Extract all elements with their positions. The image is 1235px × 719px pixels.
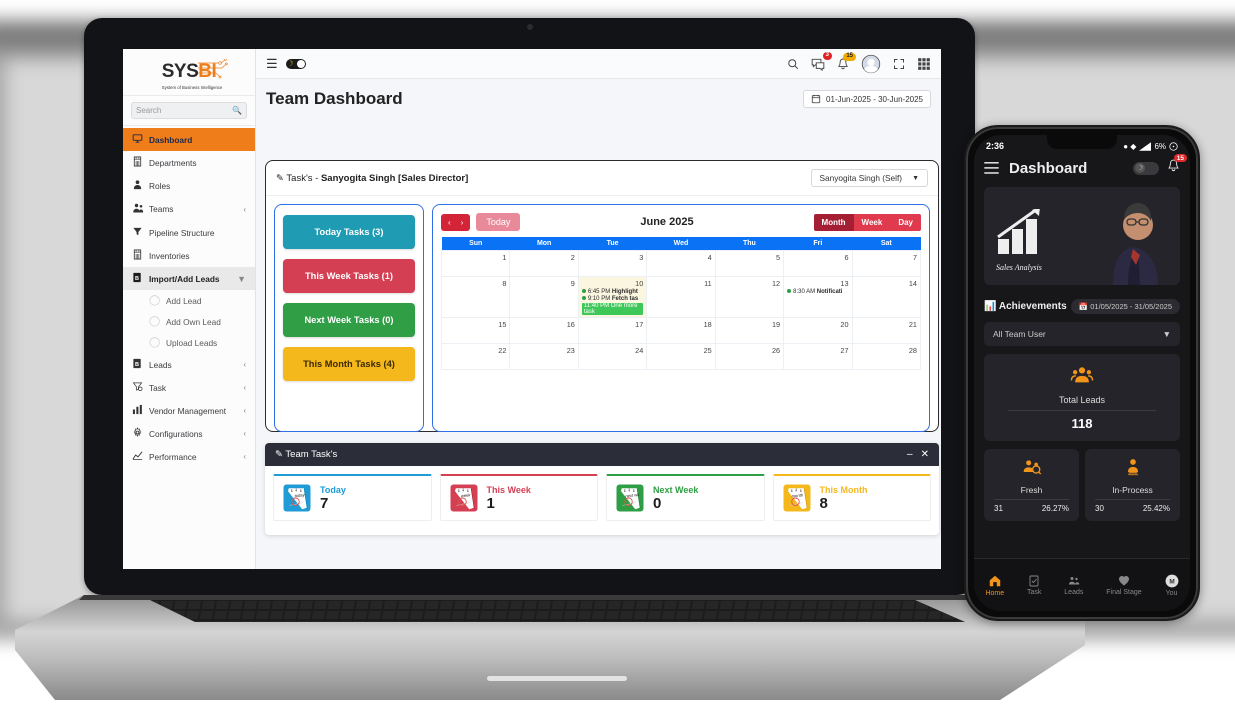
svg-text:M: M — [1169, 578, 1174, 585]
